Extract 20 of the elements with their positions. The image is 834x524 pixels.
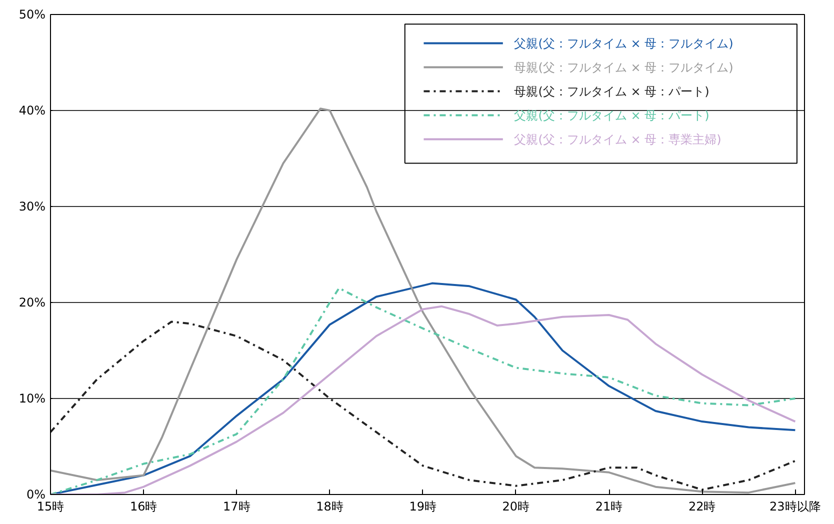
y-tick-label: 10% — [18, 392, 46, 406]
x-tick-label: 18時 — [316, 500, 344, 514]
y-tick-label: 30% — [18, 200, 46, 214]
y-tick-label: 40% — [18, 104, 46, 118]
x-tick-label: 20時 — [502, 500, 530, 514]
x-tick-label: 19時 — [409, 500, 436, 514]
text: 母親(父：フルタイム × 母：フルタイム) — [514, 60, 734, 74]
x-tick-label: 17時 — [223, 500, 250, 514]
y-tick-label: 50% — [18, 8, 46, 22]
text: 父親(父：フルタイム × 母：フルタイム) — [514, 36, 734, 50]
x-tick-label: 15時 — [36, 500, 64, 514]
x-tick-label: 22時 — [688, 500, 716, 514]
y-tick-label: 0% — [26, 488, 46, 502]
x-tick-label: 21時 — [595, 500, 623, 514]
x-tick-label: 23時以降 — [770, 500, 821, 514]
text: 父親(父：フルタイム × 母：専業主婦) — [514, 132, 722, 146]
text: 母親(父：フルタイム × 母：パート) — [514, 84, 710, 98]
text: 父親(父：フルタイム × 母：パート) — [514, 108, 710, 122]
x-tick-label: 16時 — [130, 500, 158, 514]
y-tick-label: 20% — [18, 296, 46, 310]
